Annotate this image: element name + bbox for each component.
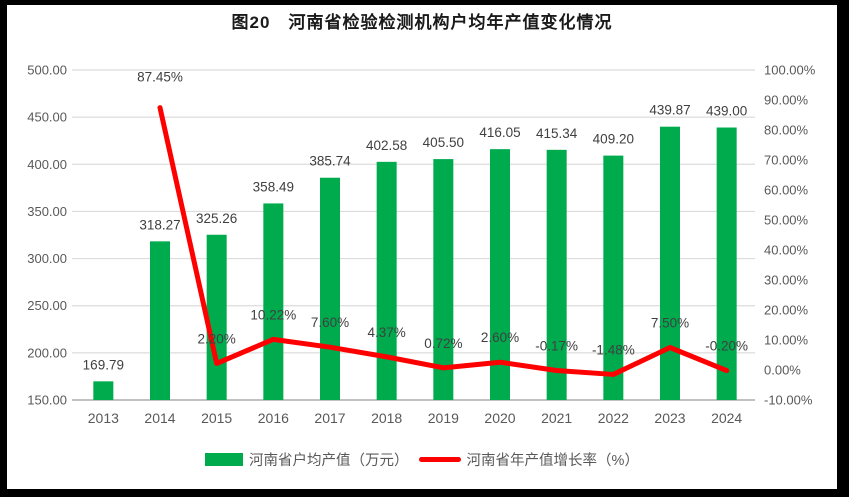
bar-2021 — [546, 149, 567, 400]
x-axis-tick-label: 2019 — [428, 410, 459, 426]
legend-item-bar-series: 河南省户均产值（万元） — [205, 449, 409, 470]
bar-value-label: 325.26 — [196, 211, 237, 226]
line-series-legend-label: 河南省年产值增长率（%） — [466, 453, 639, 469]
bar-value-label: 385.74 — [309, 154, 351, 169]
line-value-label: 10.22% — [250, 307, 296, 322]
left-axis-tick-label: 500.00 — [27, 63, 67, 78]
bar-value-label: 405.50 — [423, 135, 464, 150]
line-value-label: 4.37% — [368, 325, 406, 340]
x-axis-tick-label: 2021 — [541, 410, 572, 426]
bar-2017 — [320, 177, 340, 400]
x-axis-tick-label: 2024 — [711, 410, 742, 426]
bar-value-label: 358.49 — [253, 179, 294, 194]
right-axis-tick-label: 40.00% — [764, 243, 809, 258]
x-axis-tick-label: 2016 — [258, 410, 289, 426]
bar-value-label: 416.05 — [479, 125, 520, 140]
chart-legend: 河南省户均产值（万元） 河南省年产值增长率（%） — [7, 449, 837, 470]
growth-rate-line — [157, 105, 730, 377]
right-axis-tick-label: 70.00% — [764, 153, 809, 168]
bar-series-legend-label: 河南省户均产值（万元） — [249, 453, 409, 469]
x-axis-tick-label: 2020 — [484, 410, 515, 426]
line-value-label: 2.20% — [198, 331, 236, 346]
line-series-swatch-icon — [418, 457, 461, 462]
bar-2018 — [376, 161, 397, 400]
bar-value-label: 415.34 — [536, 126, 578, 141]
line-value-label: 7.50% — [651, 316, 689, 331]
x-axis-tick-label: 2017 — [314, 410, 345, 426]
right-axis-tick-label: 100.00% — [764, 63, 816, 78]
x-axis-tick-label: 2018 — [371, 410, 402, 426]
left-axis-tick-label: 400.00 — [27, 157, 67, 172]
bar-value-label: 409.20 — [593, 132, 634, 147]
x-axis-tick-label: 2015 — [201, 410, 232, 426]
left-axis-tick-label: 450.00 — [27, 110, 67, 125]
right-axis-tick-label: 10.00% — [764, 333, 809, 348]
right-axis-tick-label: 90.00% — [764, 93, 809, 108]
bar-value-label: 439.00 — [706, 104, 747, 119]
x-axis-tick-label: 2022 — [598, 410, 629, 426]
x-axis-tick-label: 2013 — [88, 410, 119, 426]
right-axis-tick-label: 80.00% — [764, 123, 809, 138]
bar-2024 — [716, 127, 737, 400]
right-axis-tick-label: 50.00% — [764, 213, 809, 228]
bar-2023 — [660, 126, 680, 400]
left-axis-tick-label: 300.00 — [27, 251, 67, 266]
bar-2019 — [433, 159, 454, 400]
line-value-label: -0.17% — [535, 339, 578, 354]
bar-2013 — [93, 381, 114, 400]
x-axis-tick-label: 2014 — [144, 410, 175, 426]
bar-2016 — [263, 203, 284, 400]
line-value-label: -0.20% — [705, 339, 748, 354]
bar-value-label: 318.27 — [139, 217, 180, 232]
chart-title: 图20 河南省检验检测机构户均年产值变化情况 — [231, 13, 613, 32]
line-value-label: 0.72% — [424, 336, 462, 351]
right-axis-tick-label: 30.00% — [764, 273, 809, 288]
line-value-label: 87.45% — [137, 70, 183, 85]
left-axis-tick-label: 350.00 — [27, 204, 67, 219]
right-axis-tick-label: -10.00% — [764, 393, 813, 408]
legend-item-line-series: 河南省年产值增长率（%） — [418, 449, 639, 470]
chart-plot-area: 500.00 450.00 400.00 350.00 300.00 250.00 200.… — [27, 63, 816, 427]
left-axis-tick-label: 150.00 — [27, 393, 67, 408]
right-axis-tick-label: 60.00% — [764, 183, 809, 198]
left-axis-tick-label: 200.00 — [27, 345, 67, 360]
bar-2015 — [206, 234, 227, 400]
x-axis-tick-label: 2023 — [654, 410, 685, 426]
right-axis-tick-label: 0.00% — [764, 363, 801, 378]
bar-2022 — [603, 155, 624, 400]
left-axis-tick-label: 250.00 — [27, 298, 67, 313]
document-page: 图20 河南省检验检测机构户均年产值变化情况 500.00 450.00 400.0… — [7, 5, 837, 489]
bar-value-label: 169.79 — [83, 357, 124, 372]
bar-2020 — [490, 149, 510, 400]
line-value-label: 7.60% — [311, 315, 349, 330]
bar-value-label: 439.87 — [649, 103, 690, 118]
bar-series-swatch-icon — [205, 453, 244, 466]
bar-2014 — [150, 241, 170, 400]
bar-value-label: 402.58 — [366, 138, 407, 153]
right-axis-tick-label: 20.00% — [764, 303, 809, 318]
line-value-label: -1.48% — [592, 342, 635, 357]
line-value-label: 2.60% — [481, 330, 519, 345]
